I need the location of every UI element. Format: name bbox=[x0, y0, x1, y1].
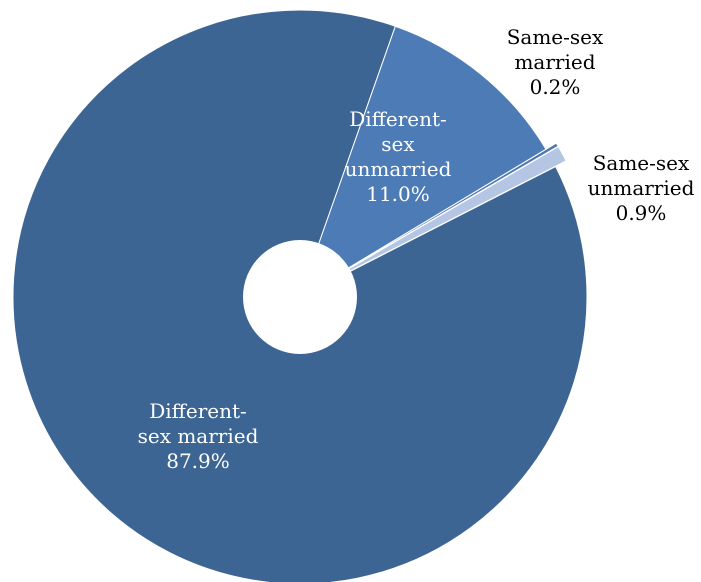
slice-name-label: Different- bbox=[349, 107, 447, 131]
slice-label: Different-sex married 87.9% bbox=[138, 399, 259, 473]
slice-name-label: sex married bbox=[138, 424, 259, 448]
slice-value-label: 0.9% bbox=[616, 201, 667, 225]
slice-label: Same-sex unmarried 0.9% bbox=[588, 151, 695, 225]
slice-name-label: unmarried bbox=[588, 176, 695, 200]
slice-value-label: 11.0% bbox=[366, 182, 430, 206]
slice-name-label: sex bbox=[381, 132, 415, 156]
slice-name-label: Same-sex bbox=[593, 151, 690, 175]
slice-name-label: Different- bbox=[149, 399, 247, 423]
donut-hole bbox=[243, 240, 357, 354]
slice-name-label: married bbox=[514, 50, 595, 74]
labels-group: Same-sex married 0.2%Same-sex unmarried 0.9%… bbox=[138, 25, 695, 473]
pie-slice bbox=[310, 145, 567, 292]
slice-value-label: 87.9% bbox=[166, 449, 230, 473]
slice-value-label: 0.2% bbox=[530, 75, 581, 99]
slice-label: Different-sex unmarried 11.0% bbox=[345, 107, 452, 206]
slice-label: Same-sex married 0.2% bbox=[507, 25, 604, 99]
pie-slice bbox=[299, 25, 547, 299]
slice-name-label: Same-sex bbox=[507, 25, 604, 49]
slice-name-label: unmarried bbox=[345, 157, 452, 181]
